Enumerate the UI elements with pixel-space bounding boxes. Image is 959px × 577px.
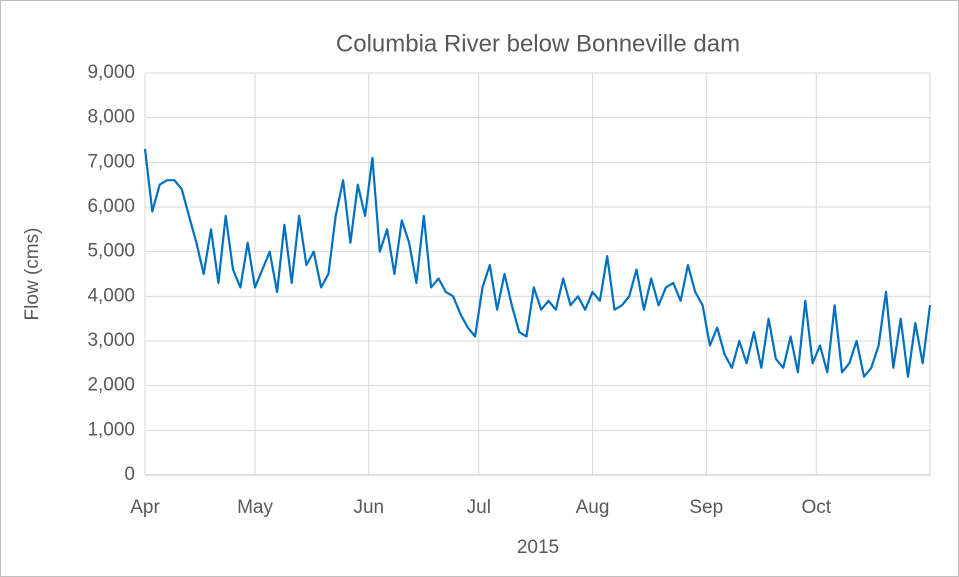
y-tick-label: 2,000 bbox=[87, 375, 135, 396]
y-tick-label: 9,000 bbox=[87, 62, 135, 83]
y-tick-label: 1,000 bbox=[87, 419, 135, 440]
y-tick-label: 5,000 bbox=[87, 241, 135, 262]
x-tick-label: Apr bbox=[130, 497, 160, 518]
x-tick-label: May bbox=[237, 497, 273, 518]
x-tick-label: Jun bbox=[353, 497, 384, 518]
x-tick-label: Jul bbox=[467, 497, 491, 518]
y-tick-label: 3,000 bbox=[87, 330, 135, 351]
x-tick-label: Oct bbox=[802, 497, 832, 518]
x-axis-label: 2015 bbox=[517, 537, 559, 558]
y-tick-label: 4,000 bbox=[87, 285, 135, 306]
y-axis-label: Flow (cms) bbox=[22, 228, 43, 321]
y-tick-label: 6,000 bbox=[87, 196, 135, 217]
y-tick-label: 0 bbox=[124, 464, 135, 485]
data-line bbox=[143, 148, 932, 378]
y-tick-label: 7,000 bbox=[87, 151, 135, 172]
chart-title: Columbia River below Bonneville dam bbox=[336, 30, 740, 57]
x-tick-label: Aug bbox=[576, 497, 610, 518]
y-tick-label: 8,000 bbox=[87, 107, 135, 128]
x-tick-label: Sep bbox=[689, 497, 723, 518]
